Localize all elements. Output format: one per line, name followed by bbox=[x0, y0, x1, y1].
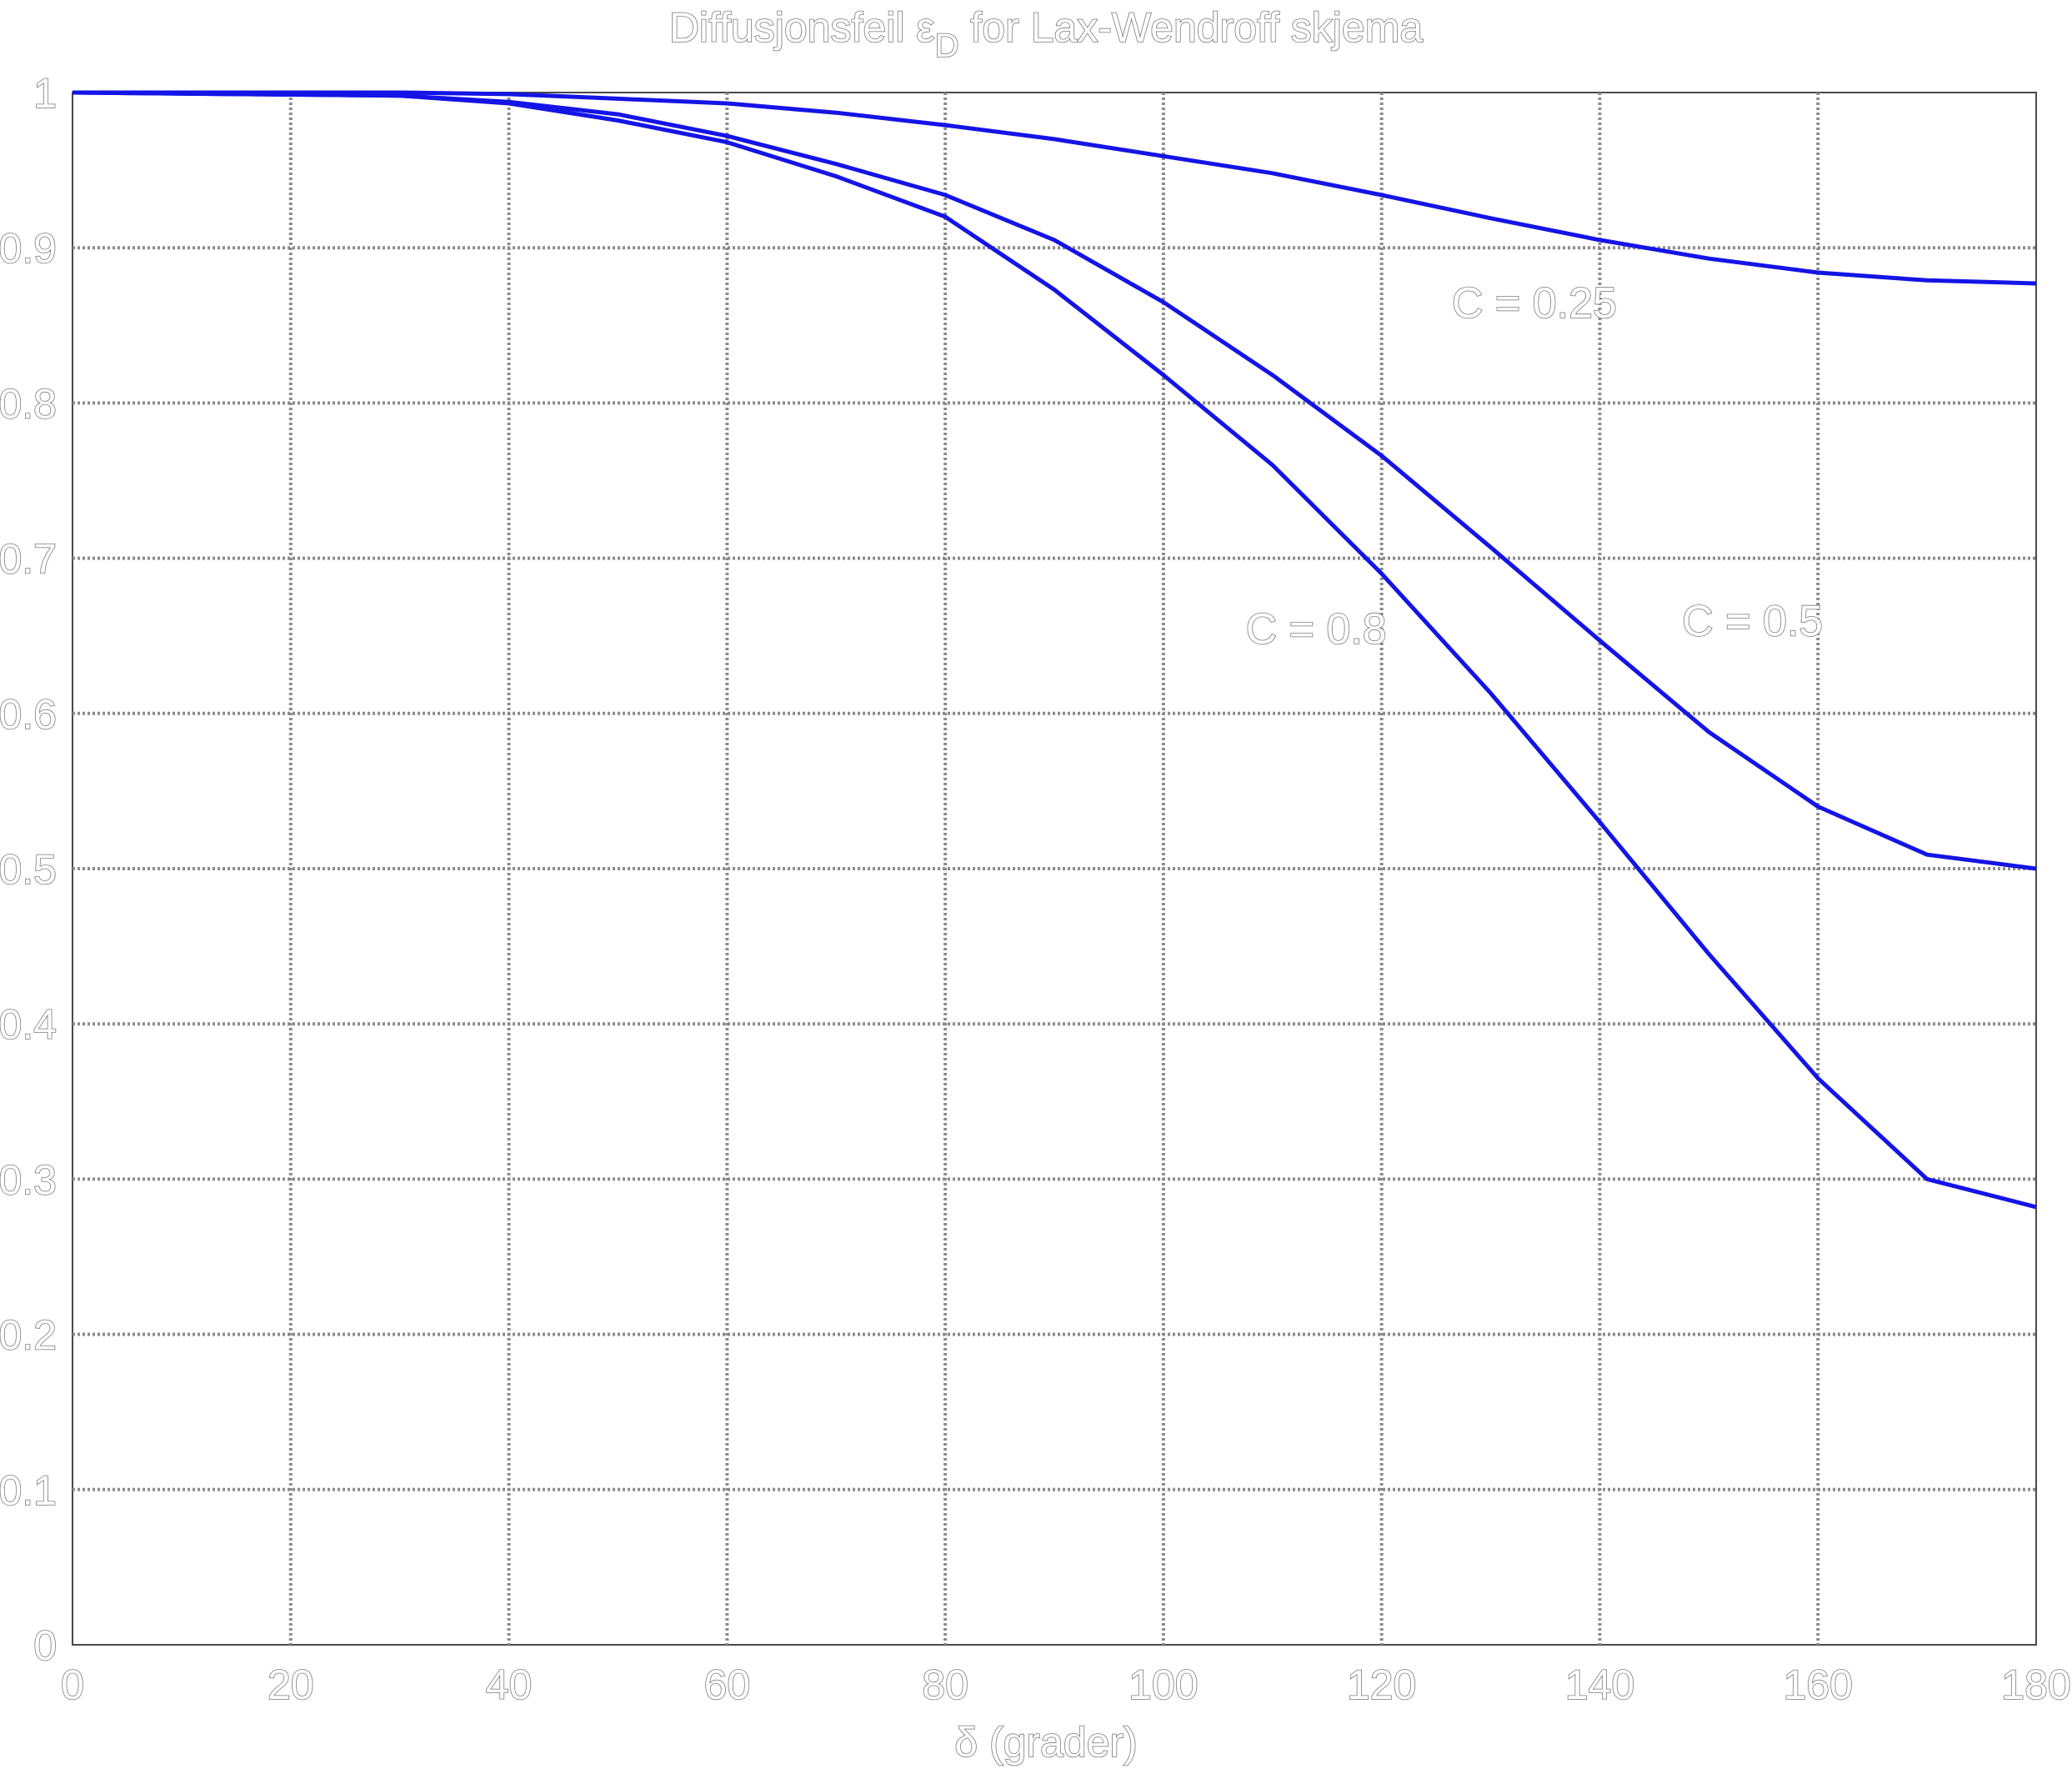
chart-title: Diffusjonsfeil εD for Lax-Wendroff skjem… bbox=[669, 4, 1424, 64]
chart-title-symbol: ε bbox=[916, 4, 934, 51]
y-tick-label-3: 0.3 bbox=[0, 1156, 57, 1203]
y-tick-label-4: 0.4 bbox=[0, 1001, 57, 1048]
x-tick-label-0: 0 bbox=[61, 1661, 84, 1708]
y-tick-label-0: 0 bbox=[33, 1622, 57, 1669]
y-tick-label-6: 0.6 bbox=[0, 691, 57, 738]
x-tick-label-4: 80 bbox=[922, 1661, 968, 1708]
series-label-1: C = 0.5 bbox=[1682, 598, 1823, 646]
chart-title-main: Diffusjonsfeil bbox=[669, 4, 916, 51]
chart-title-subscript: D bbox=[935, 28, 959, 64]
series-annotations: C = 0.25 C = 0.5 C = 0.8 bbox=[1245, 278, 1824, 654]
y-tick-labels: 0 0.1 0.2 0.3 0.4 0.5 0.6 0.7 0.8 0.9 1 bbox=[0, 69, 58, 1670]
series-line-2 bbox=[72, 90, 2037, 1210]
x-tick-label-9: 180 bbox=[2001, 1661, 2070, 1708]
y-tick-label-8: 0.8 bbox=[0, 380, 57, 427]
chart-title-rest: for Lax-Wendroff skjema bbox=[958, 4, 1423, 51]
x-axis-label: δ (grader) bbox=[954, 1719, 1138, 1766]
series-label-0: C = 0.25 bbox=[1452, 279, 1617, 328]
x-tick-labels: 0 20 40 60 80 100 120 140 160 180 bbox=[60, 1661, 2071, 1709]
y-tick-label-10: 1 bbox=[33, 70, 57, 117]
y-tick-label-2: 0.2 bbox=[0, 1312, 57, 1359]
x-tick-label-1: 20 bbox=[268, 1661, 314, 1708]
series-group bbox=[72, 90, 2037, 1210]
x-tick-label-5: 100 bbox=[1129, 1661, 1198, 1708]
x-tick-label-8: 160 bbox=[1784, 1661, 1853, 1708]
series-line-0 bbox=[73, 90, 2037, 286]
y-tick-label-1: 0.1 bbox=[0, 1467, 57, 1514]
x-tick-label-7: 140 bbox=[1565, 1661, 1634, 1708]
x-tick-label-3: 60 bbox=[704, 1661, 751, 1708]
series-label-2: C = 0.8 bbox=[1246, 605, 1387, 654]
grid bbox=[73, 93, 2036, 1645]
y-tick-label-7: 0.7 bbox=[0, 536, 57, 583]
x-tick-label-2: 40 bbox=[486, 1661, 533, 1708]
series-line-1 bbox=[72, 90, 2037, 871]
x-tick-label-6: 120 bbox=[1347, 1661, 1416, 1708]
y-tick-label-9: 0.9 bbox=[0, 225, 57, 272]
y-tick-label-5: 0.5 bbox=[0, 846, 57, 893]
